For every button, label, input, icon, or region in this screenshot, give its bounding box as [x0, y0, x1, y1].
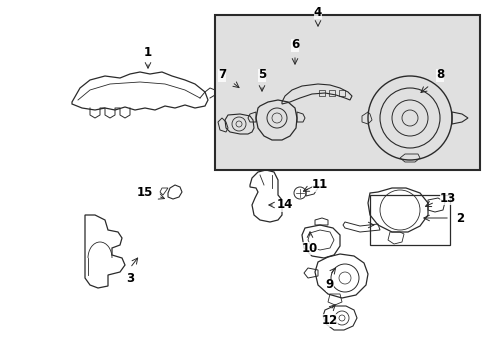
Text: 15: 15 [137, 186, 153, 199]
Text: 14: 14 [276, 198, 293, 211]
Text: 8: 8 [435, 68, 443, 81]
Text: 6: 6 [290, 39, 299, 51]
Text: 9: 9 [325, 279, 333, 292]
Text: 12: 12 [321, 314, 337, 327]
Text: 1: 1 [143, 45, 152, 58]
Text: 11: 11 [311, 179, 327, 192]
Text: 3: 3 [126, 271, 134, 284]
Text: 7: 7 [218, 68, 225, 81]
Text: 2: 2 [455, 211, 463, 225]
Text: 5: 5 [257, 68, 265, 81]
Text: 10: 10 [301, 242, 318, 255]
Bar [215, 15, 479, 170]
Bar [369, 195, 449, 245]
Text: 4: 4 [313, 5, 322, 18]
Text: 13: 13 [439, 192, 455, 204]
